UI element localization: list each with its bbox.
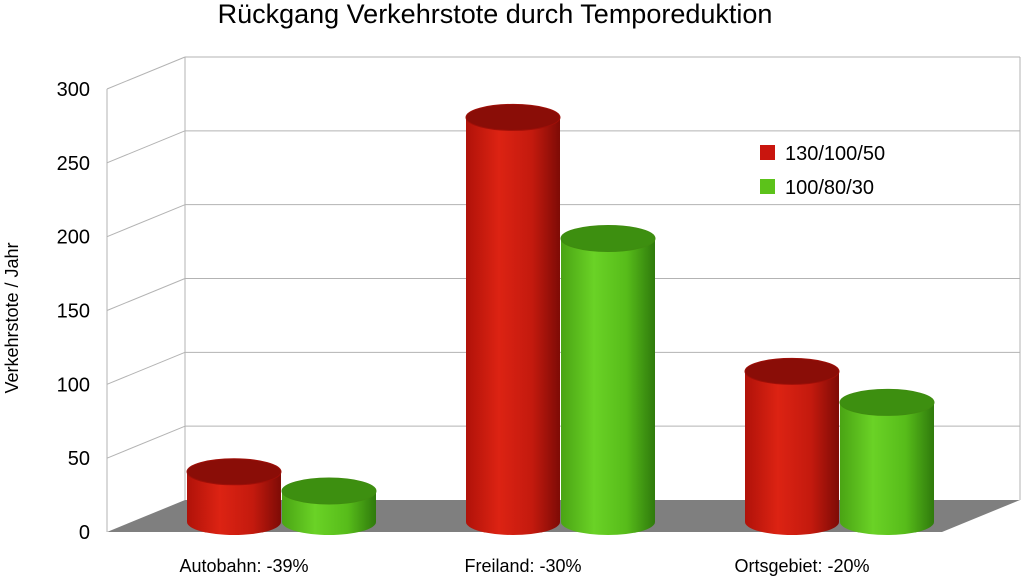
y-tick-labels: 0 50 100 150 200 250 300 — [57, 79, 90, 544]
y-axis-label: Verkehrstote / Jahr — [2, 242, 22, 393]
y-tick-label: 50 — [68, 448, 90, 470]
legend-swatch-series-2 — [760, 179, 775, 194]
x-tick-labels: Autobahn: -39% Freiland: -30% Ortsgebiet: … — [179, 556, 869, 576]
x-tick-label: Ortsgebiet: -20% — [734, 556, 869, 576]
bar-top — [465, 103, 561, 131]
gridline-side — [106, 351, 186, 385]
bar-series-2-2 — [560, 224, 656, 536]
bar-body — [466, 117, 560, 535]
legend: 130/100/50 100/80/30 — [760, 143, 885, 199]
bar-top — [186, 458, 282, 486]
legend-swatch-series-1 — [760, 145, 775, 160]
bar-top — [281, 477, 377, 505]
bar-series-2-1 — [281, 477, 377, 535]
x-tick-label: Freiland: -30% — [464, 556, 581, 576]
bar-series-1-1 — [186, 458, 282, 535]
gridline-side — [106, 130, 186, 164]
gridline-side — [106, 425, 186, 459]
y-tick-label: 100 — [57, 374, 90, 396]
bar-series-1-3 — [744, 357, 840, 535]
y-tick-label: 200 — [57, 227, 90, 249]
bar-series-1-2 — [465, 103, 561, 535]
bar-body — [187, 471, 281, 535]
bar-body — [561, 238, 655, 536]
x-tick-label: Autobahn: -39% — [179, 556, 308, 576]
gridline-side — [106, 278, 186, 311]
bar-body — [745, 371, 839, 535]
y-tick-label: 250 — [57, 153, 90, 175]
bar-top — [560, 224, 656, 252]
gridline-side — [106, 204, 186, 238]
y-tick-label: 300 — [57, 79, 90, 101]
bar-top — [839, 388, 935, 416]
bar-body — [840, 402, 934, 535]
bar-top — [744, 357, 840, 385]
bars — [186, 103, 935, 536]
chart-title: Rückgang Verkehrstote durch Temporedukti… — [218, 0, 773, 29]
legend-label-series-1: 130/100/50 — [785, 143, 885, 165]
y-tick-label: 150 — [57, 301, 90, 323]
legend-label-series-2: 100/80/30 — [785, 177, 874, 199]
bar-series-2-3 — [839, 388, 935, 535]
gridline-side — [106, 56, 186, 90]
y-tick-label: 0 — [79, 522, 90, 544]
